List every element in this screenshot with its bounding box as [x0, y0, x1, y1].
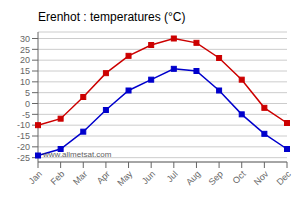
svg-text:30: 30: [20, 34, 30, 44]
svg-text:Jan: Jan: [27, 169, 44, 186]
svg-text:Apr: Apr: [95, 169, 112, 186]
html-text:www.allmetsat.com: www.allmetsat.com: [43, 150, 112, 159]
html-text:Erenhot : temperatures (°C): Erenhot : temperatures (°C): [38, 10, 186, 24]
svg-text:Feb: Feb: [49, 169, 67, 187]
svg-text:-5: -5: [22, 110, 30, 120]
svg-text:Jul: Jul: [165, 169, 180, 184]
svg-text:Sep: Sep: [207, 169, 225, 187]
svg-text:15: 15: [20, 66, 30, 76]
svg-text:-25: -25: [17, 153, 30, 163]
svg-text:Nov: Nov: [252, 169, 271, 188]
svg-text:Mar: Mar: [71, 169, 89, 187]
svg-text:10: 10: [20, 77, 30, 87]
svg-text:-20: -20: [17, 142, 30, 152]
svg-text:Aug: Aug: [184, 169, 202, 187]
svg-text:5: 5: [25, 88, 30, 98]
svg-text:Oct: Oct: [231, 169, 248, 186]
svg-text:0: 0: [25, 99, 30, 109]
svg-text:25: 25: [20, 45, 30, 55]
svg-text:20: 20: [20, 55, 30, 65]
svg-text:May: May: [115, 169, 134, 188]
svg-text:-15: -15: [17, 131, 30, 141]
svg-text:Jun: Jun: [140, 169, 157, 186]
svg-text:-10: -10: [17, 120, 30, 130]
svg-text:Dec: Dec: [275, 169, 294, 188]
